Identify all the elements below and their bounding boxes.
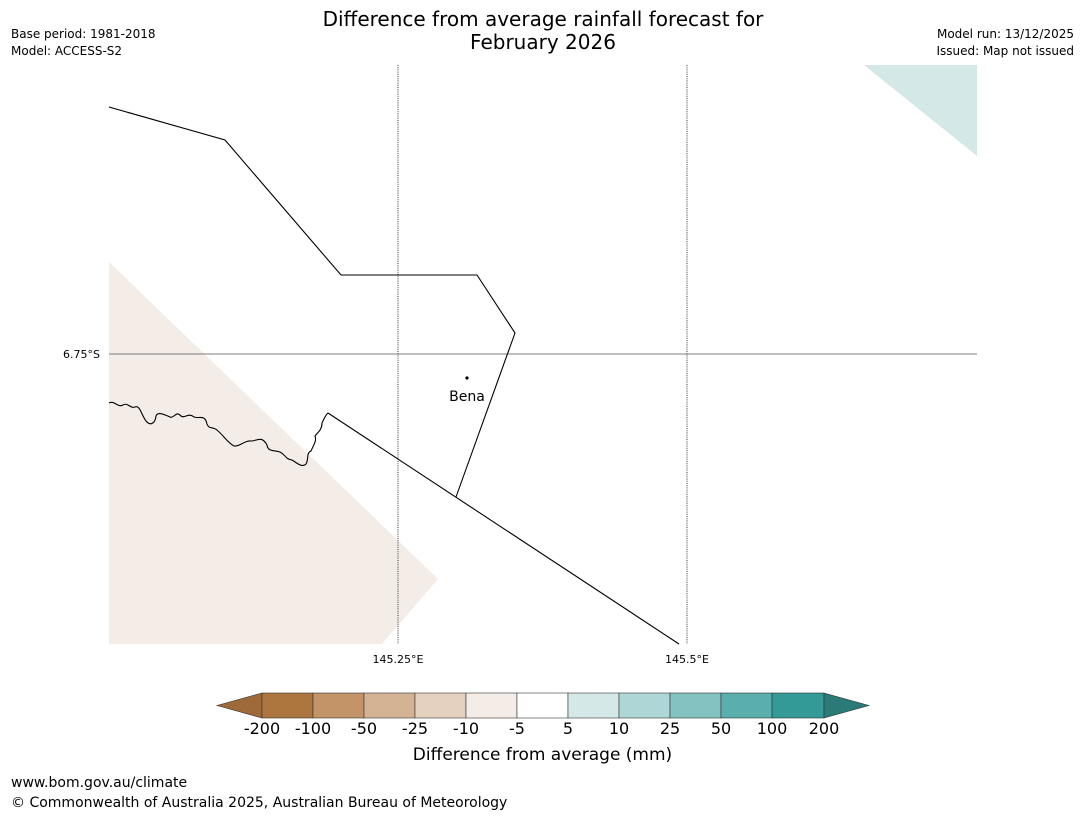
colorbar-segment-8	[618, 692, 671, 719]
colorbar-tick-label: -100	[294, 719, 332, 738]
colorbar	[215, 692, 871, 719]
title-line-2: February 2026	[470, 30, 616, 54]
colorbar-high-extension	[823, 692, 871, 719]
colorbar-title-text: Difference from average (mm)	[412, 745, 673, 765]
map-title: Difference from average rainfall forecas…	[200, 8, 886, 54]
colorbar-low-extension	[215, 692, 263, 719]
colorbar-tick-label: -50	[350, 719, 378, 738]
colorbar-segment-11	[771, 692, 825, 719]
footer-url: www.bom.gov.au/climate	[11, 775, 188, 791]
colorbar-segment-2	[312, 692, 365, 719]
wet-region	[864, 65, 977, 156]
base-period-label: Base period: 1981-2018	[11, 27, 156, 41]
colorbar-segment-4	[414, 692, 467, 719]
colorbar-tick-label: -5	[509, 719, 525, 738]
colorbar-tick-label: -10	[452, 719, 480, 738]
model-label: Model: ACCESS-S2	[11, 44, 123, 58]
province-border-south	[327, 412, 680, 645]
colorbar-segment-5	[465, 692, 518, 719]
colorbar-tick-label: 100	[756, 719, 788, 738]
latitude-tick-label: 6.75°S	[63, 348, 100, 361]
issued-label: Issued: Map not issued	[936, 44, 1074, 58]
colorbar-tick-label: -25	[401, 719, 429, 738]
metadata-right: Model run: 13/12/2025 Issued: Map not is…	[936, 26, 1074, 60]
dry-region	[109, 262, 438, 644]
colorbar-segment-7	[567, 692, 620, 719]
bena-location-marker	[465, 376, 469, 380]
colorbar-title: Difference from average (mm)	[0, 745, 1085, 765]
colorbar-tick-label: 10	[608, 719, 630, 738]
colorbar-segment-3	[363, 692, 416, 719]
colorbar-segment-9	[669, 692, 722, 719]
bena-place-label: Bena	[449, 389, 485, 405]
colorbar-tick-label: 50	[710, 719, 732, 738]
model-run-label: Model run: 13/12/2025	[936, 27, 1074, 41]
title-line-1: Difference from average rainfall forecas…	[322, 7, 764, 31]
metadata-left: Base period: 1981-2018 Model: ACCESS-S2	[11, 26, 156, 60]
colorbar-tick-label: -200	[243, 719, 281, 738]
colorbar-tick-label: 25	[659, 719, 681, 738]
province-border-north	[108, 106, 516, 498]
river-border	[108, 401, 329, 467]
colorbar-tick-label: 200	[808, 719, 840, 738]
colorbar-tick-label: 5	[562, 719, 574, 738]
colorbar-segment-10	[720, 692, 773, 719]
longitude-tick-label-145-5: 145.5°E	[665, 653, 709, 666]
longitude-tick-label-145-25: 145.25°E	[373, 653, 424, 666]
footer-copyright: © Commonwealth of Australia 2025, Austra…	[11, 795, 508, 811]
colorbar-segment-6	[516, 692, 569, 719]
colorbar-segment-1	[261, 692, 314, 719]
